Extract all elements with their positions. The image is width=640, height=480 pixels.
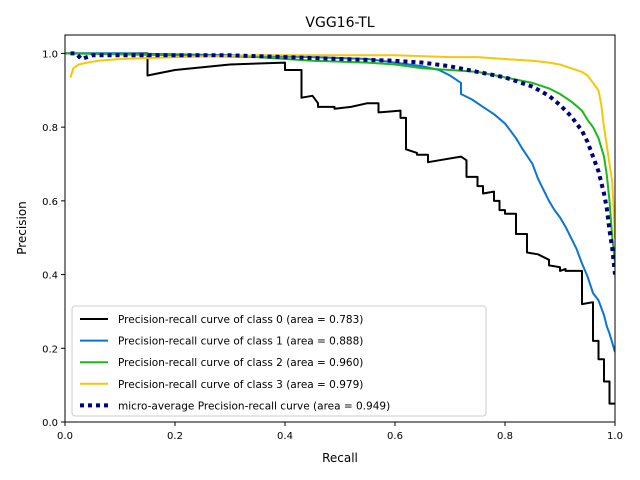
legend-label-3: Precision-recall curve of class 3 (area … (118, 379, 363, 391)
legend-label-2: Precision-recall curve of class 2 (area … (118, 357, 363, 369)
y-axis-label: Precision (15, 201, 29, 255)
plot-area (64, 34, 616, 423)
series-line-1 (65, 52, 615, 353)
x-tick-label: 1.0 (607, 431, 623, 442)
legend-label-1: Precision-recall curve of class 1 (area … (118, 336, 363, 348)
x-axis-label: Recall (322, 451, 358, 465)
series-line-3 (69, 54, 615, 238)
x-tick-label: 0.4 (277, 431, 293, 442)
y-axis: 0.0 0.2 0.4 0.6 0.8 1.0 (42, 49, 65, 429)
series-line-0 (65, 52, 615, 405)
legend-label-4: micro-average Precision-recall curve (ar… (118, 400, 390, 412)
y-tick-label: 0.4 (42, 271, 58, 282)
y-tick-label: 0.0 (42, 418, 58, 429)
legend-label-0: Precision-recall curve of class 0 (area … (118, 314, 363, 326)
series-line-4 (70, 51, 615, 275)
chart-title: VGG16-TL (305, 15, 374, 31)
y-tick-label: 0.2 (42, 344, 58, 355)
series-line-2 (65, 52, 615, 264)
x-tick-label: 0.8 (497, 431, 513, 442)
legend: Precision-recall curve of class 0 (area … (71, 305, 487, 417)
x-tick-label: 0.6 (387, 431, 403, 442)
x-tick-label: 0.2 (167, 431, 183, 442)
y-tick-label: 0.8 (42, 123, 58, 134)
y-tick-label: 0.6 (42, 197, 58, 208)
legend-box (71, 305, 487, 417)
x-tick-label: 0.0 (57, 431, 73, 442)
x-axis: 0.0 0.2 0.4 0.6 0.8 1.0 (57, 422, 623, 442)
y-tick-label: 1.0 (42, 49, 58, 60)
plot-frame (64, 34, 616, 423)
